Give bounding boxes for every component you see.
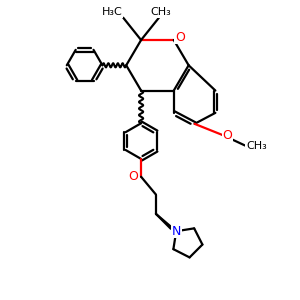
Text: H₃C: H₃C bbox=[102, 8, 122, 17]
Text: O: O bbox=[129, 170, 139, 183]
Text: N: N bbox=[172, 225, 181, 238]
Text: CH₃: CH₃ bbox=[150, 8, 171, 17]
Text: O: O bbox=[222, 129, 232, 142]
Text: O: O bbox=[175, 31, 185, 44]
Text: CH₃: CH₃ bbox=[246, 140, 267, 151]
